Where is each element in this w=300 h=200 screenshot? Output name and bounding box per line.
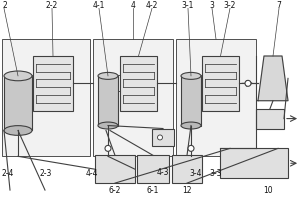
Text: 4: 4 — [130, 1, 135, 10]
Bar — [120, 56, 157, 111]
Text: 6-1: 6-1 — [147, 186, 159, 195]
Bar — [4, 76, 32, 130]
Circle shape — [188, 145, 194, 151]
Circle shape — [245, 80, 251, 86]
Text: 4-1: 4-1 — [93, 1, 105, 10]
Ellipse shape — [98, 72, 118, 79]
Bar — [93, 39, 173, 156]
Text: 2-3: 2-3 — [40, 169, 52, 178]
Bar — [98, 76, 118, 126]
Bar — [137, 155, 169, 183]
Ellipse shape — [98, 122, 118, 129]
Text: 10: 10 — [263, 186, 273, 195]
Bar — [256, 109, 284, 129]
Bar — [176, 39, 256, 156]
Text: 3-1: 3-1 — [182, 1, 194, 10]
Bar — [172, 155, 202, 183]
Ellipse shape — [4, 71, 32, 81]
Text: 4-3: 4-3 — [157, 168, 169, 177]
Ellipse shape — [4, 126, 32, 135]
Text: 6-2: 6-2 — [109, 186, 121, 195]
Bar — [181, 76, 201, 126]
Text: 2: 2 — [3, 1, 8, 10]
Text: 3-3: 3-3 — [210, 169, 222, 178]
Text: 2-2: 2-2 — [46, 1, 58, 10]
Text: 12: 12 — [182, 186, 192, 195]
Circle shape — [158, 135, 163, 140]
Text: 7: 7 — [277, 1, 281, 10]
Bar — [2, 39, 90, 156]
Text: 3: 3 — [210, 1, 214, 10]
Bar — [220, 148, 288, 178]
Text: 3-4: 3-4 — [190, 169, 202, 178]
Ellipse shape — [181, 122, 201, 129]
Bar — [202, 56, 239, 111]
Bar — [152, 129, 174, 146]
Polygon shape — [258, 56, 288, 101]
Text: 2-4: 2-4 — [2, 169, 14, 178]
Bar — [33, 56, 73, 111]
Ellipse shape — [181, 72, 201, 79]
Text: 4-2: 4-2 — [146, 1, 158, 10]
Text: 4-4: 4-4 — [86, 169, 98, 178]
Circle shape — [105, 145, 111, 151]
Text: 3-2: 3-2 — [224, 1, 236, 10]
Bar — [95, 155, 135, 183]
